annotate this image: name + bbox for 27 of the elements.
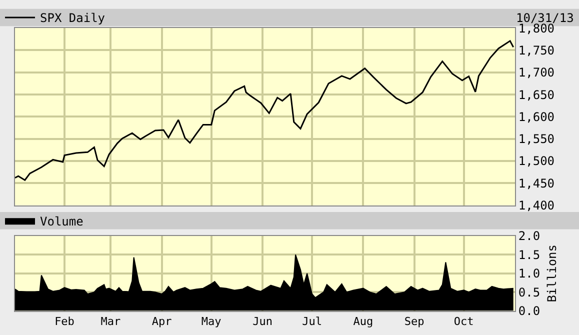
y-tick-label: 1,700 xyxy=(518,66,555,80)
y-tick-label: 2.0 xyxy=(518,229,540,244)
legend-label: Volume xyxy=(40,214,84,228)
y-tick-label: 1,500 xyxy=(518,154,555,168)
y-tick-label: 1,650 xyxy=(518,88,555,102)
x-tick-label: May xyxy=(201,314,222,328)
y-tick-label: 0.5 xyxy=(518,285,540,300)
y-tick-label: 1,750 xyxy=(518,43,555,58)
x-tick-label: Apr xyxy=(152,314,172,328)
x-tick-label: Mar xyxy=(100,314,122,328)
y-tick-label: 1.0 xyxy=(518,266,540,281)
line-series xyxy=(15,40,514,181)
y-tick-label: 1,450 xyxy=(518,176,555,190)
x-tick-label: Jul xyxy=(302,314,322,328)
x-tick-label: Sep xyxy=(404,314,424,328)
x-tick-label: Feb xyxy=(54,314,74,328)
x-tick-label: Aug xyxy=(353,314,374,328)
y-tick-label: 1,400 xyxy=(518,198,555,213)
text: 10/31/13 xyxy=(516,11,574,25)
y-axis-title: Billions xyxy=(544,244,559,302)
y-tick-label: 1.5 xyxy=(518,248,540,262)
y-tick-label: 1,600 xyxy=(518,110,555,124)
y-tick-label: 0.0 xyxy=(518,304,540,318)
x-tick-label: Jun xyxy=(252,314,272,328)
x-tick-label: Oct xyxy=(454,314,474,328)
legend-label: SPX Daily xyxy=(40,11,106,26)
y-tick-label: 1,550 xyxy=(518,132,555,146)
